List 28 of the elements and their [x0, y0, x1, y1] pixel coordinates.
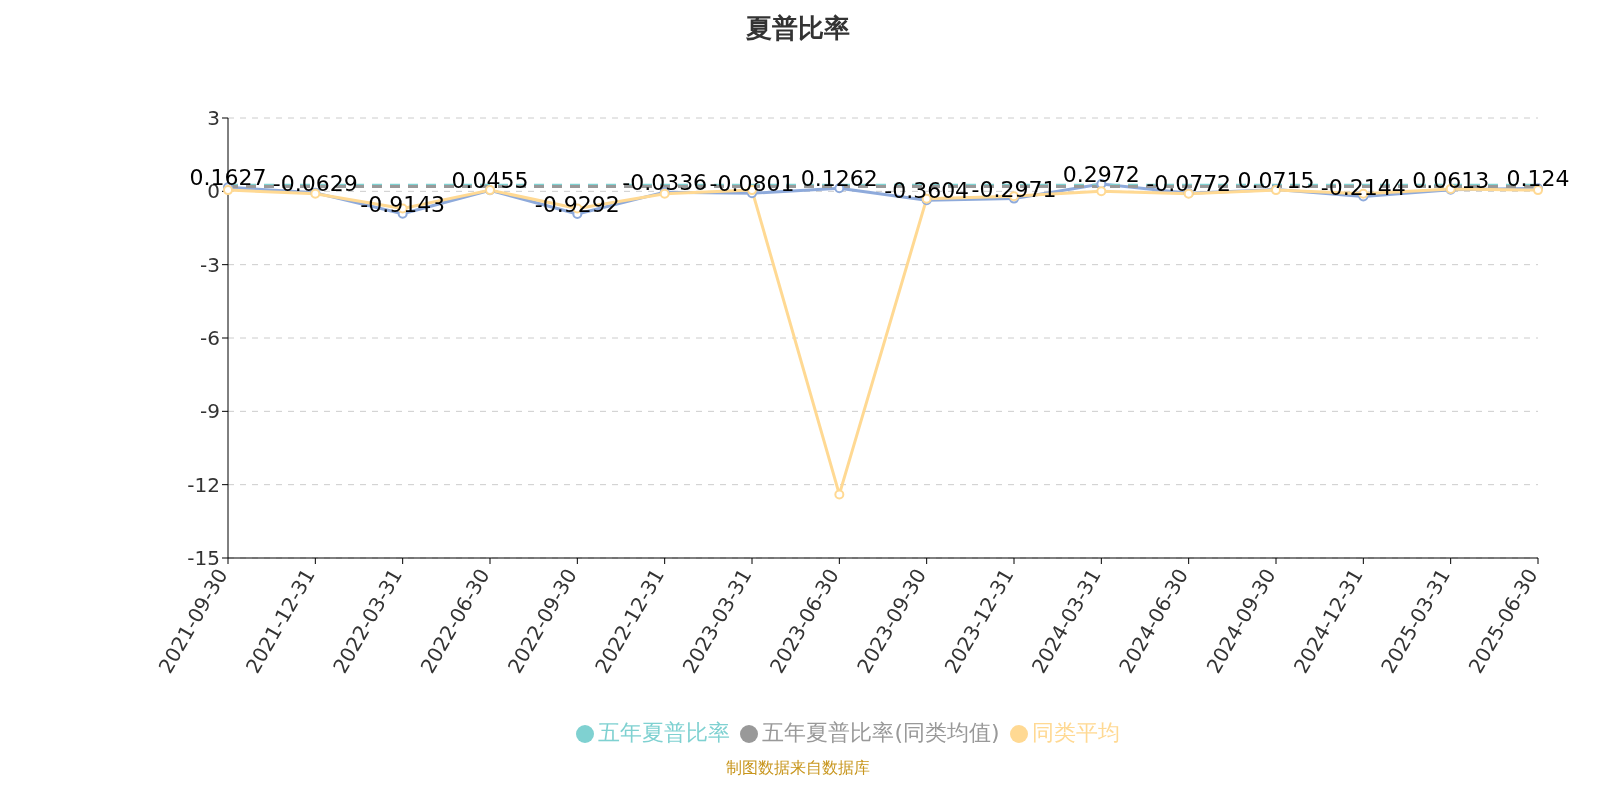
y-tick-label: -3 [200, 252, 220, 277]
y-tick-label: -15 [187, 546, 220, 571]
data-label: -0.9292 [534, 192, 620, 218]
data-label: 0.0455 [451, 168, 529, 194]
data-label: 0.124 [1506, 166, 1570, 192]
data-label: -0.0336 [622, 170, 708, 196]
legend-label: 五年夏普比率 [598, 720, 731, 745]
text: 制图数据来自数据库 [725, 758, 871, 779]
legend-label: 五年夏普比率(同类均值) [762, 720, 1000, 745]
data-label: -0.2971 [971, 176, 1057, 202]
data-label: -0.0801 [709, 171, 795, 197]
data-label: 0.0715 [1237, 167, 1315, 193]
legend-label: 同类平均 [1031, 720, 1120, 745]
y-tick-label: -12 [187, 472, 220, 497]
data-label: 0.1262 [800, 166, 878, 192]
data-label: 0.2972 [1062, 162, 1140, 188]
point [1096, 186, 1107, 197]
point [834, 489, 845, 500]
y-tick-label: -6 [200, 326, 220, 351]
data-label: -0.3604 [884, 178, 970, 204]
data-label: -0.0772 [1146, 171, 1232, 197]
data-label: -0.0629 [272, 170, 358, 196]
chart-title: 夏普比率 [745, 12, 851, 45]
data-label: -0.9143 [360, 191, 446, 217]
y-tick-label: 3 [207, 106, 220, 131]
data-label: -0.2144 [1320, 174, 1406, 200]
data-label: 0.0613 [1412, 167, 1490, 193]
y-tick-label: -9 [200, 399, 220, 424]
